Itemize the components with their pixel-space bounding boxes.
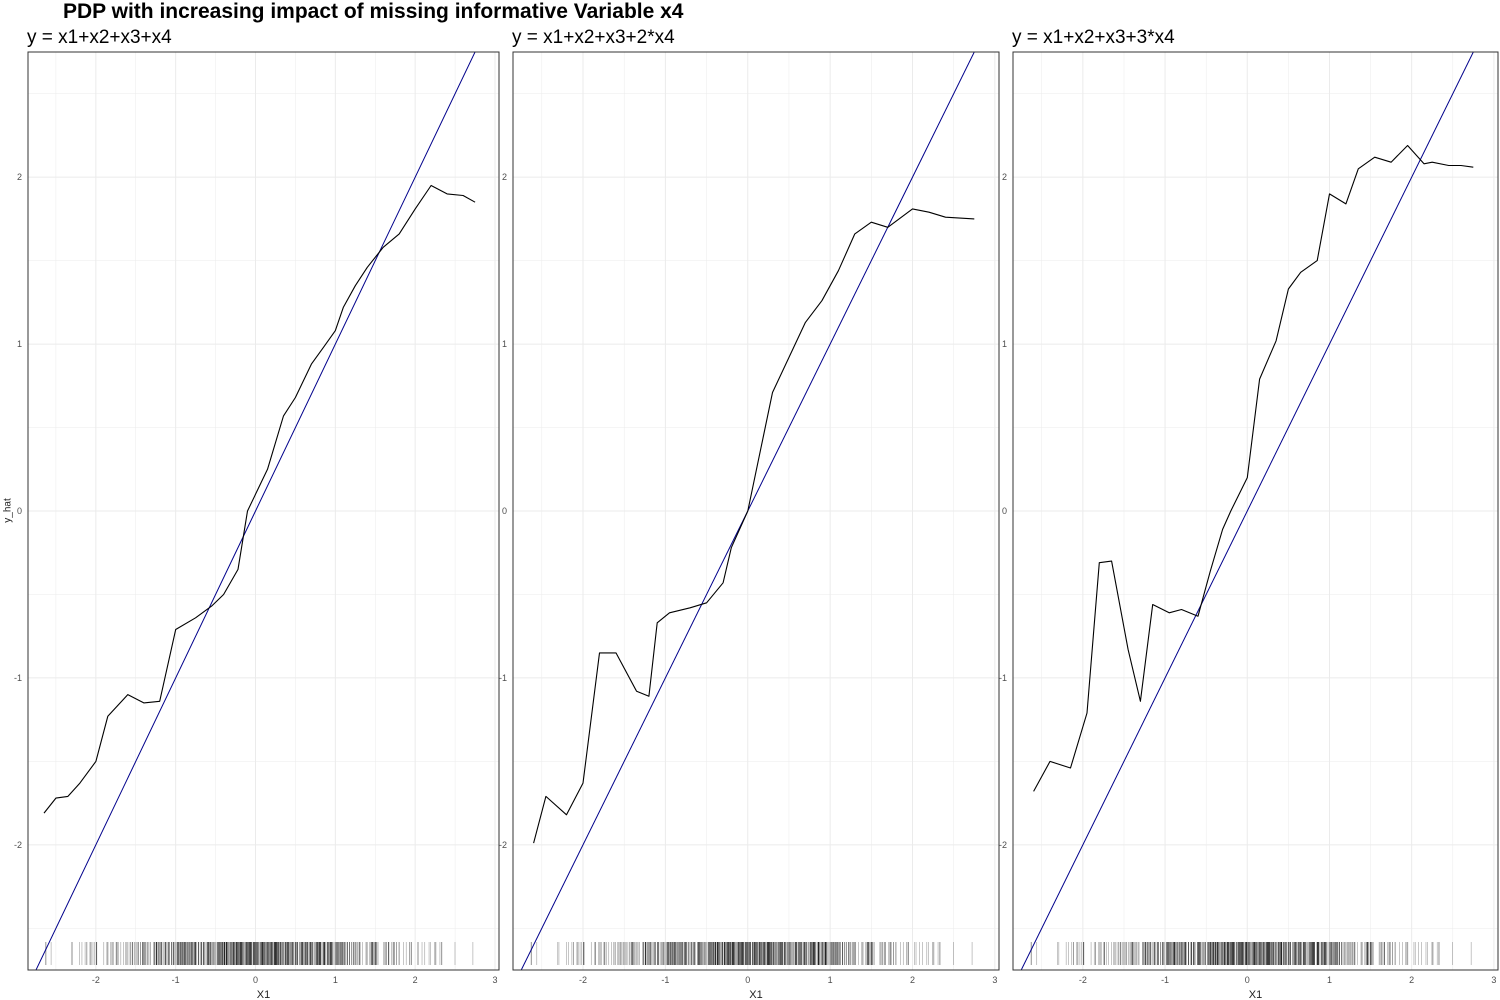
y-tick-label: -1 [499,673,507,683]
panel-title-2: y = x1+x2+x3+2*x4 [512,27,675,48]
x-tick-label: 2 [910,975,915,985]
pdp-line [533,208,975,844]
x-tick-label: -1 [1161,975,1169,985]
x-tick-label: 3 [992,975,997,985]
y-tick-label: 1 [1002,339,1007,349]
x-tick-label: -2 [92,975,100,985]
x-tick-label: 0 [1245,975,1250,985]
panel-title-1: y = x1+x2+x3+x4 [27,27,172,48]
y-tick-label: -2 [499,840,507,850]
pdp-line [1033,144,1474,792]
pdp-line [43,184,476,814]
y-tick-label: -1 [999,673,1007,683]
x-tick-label: 2 [1409,975,1414,985]
x-axis-label: X1 [257,989,270,1000]
y-tick-label: 2 [17,172,22,182]
rug-marks-2 [530,942,973,965]
x-tick-label: 3 [493,975,498,985]
reference-line [520,52,975,970]
chart-main-title: PDP with increasing impact of missing in… [63,0,684,23]
x-tick-label: 0 [745,975,750,985]
y-tick-label: 0 [1002,506,1007,516]
x-axis-label: X1 [749,989,762,1000]
x-tick-label: -2 [1079,975,1087,985]
x-tick-label: 0 [253,975,258,985]
panel-title-3: y = x1+x2+x3+3*x4 [1012,27,1175,48]
panel-border [512,51,1000,971]
x-tick-label: 3 [1491,975,1496,985]
reference-line [1020,52,1474,970]
x-tick-label: 1 [1327,975,1332,985]
x-tick-label: -1 [172,975,180,985]
rug-marks-3 [1030,942,1472,965]
y-tick-label: 2 [1002,172,1007,182]
y-tick-label: -2 [14,840,22,850]
y-tick-label: 0 [17,506,22,516]
y-tick-label: -1 [14,673,22,683]
y-tick-label: 1 [502,339,507,349]
x-tick-label: 2 [413,975,418,985]
reference-line [35,52,476,970]
y-tick-label: 1 [17,339,22,349]
x-axis-label: X1 [1249,989,1262,1000]
panel-border [27,51,500,971]
y-tick-label: -2 [999,840,1007,850]
x-tick-label: -1 [661,975,669,985]
y-tick-label: 0 [502,506,507,516]
x-tick-label: 1 [333,975,338,985]
x-tick-label: -2 [579,975,587,985]
panel-border [1012,51,1499,971]
x-tick-label: 1 [828,975,833,985]
rug-marks-1 [45,942,474,965]
y-tick-label: 2 [502,172,507,182]
